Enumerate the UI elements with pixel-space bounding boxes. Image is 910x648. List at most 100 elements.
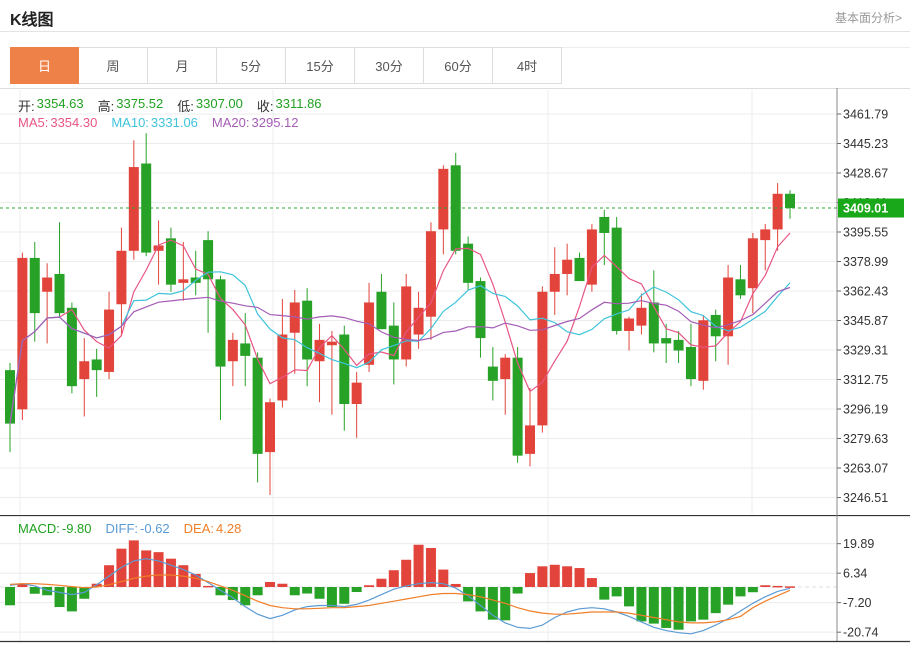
candle-body <box>128 167 139 251</box>
y-axis-tick-label: 3329.31 <box>843 344 888 358</box>
readout-value: 3354.63 <box>36 96 84 111</box>
readout-value: -0.62 <box>140 521 170 536</box>
tab-周[interactable]: 周 <box>79 47 148 84</box>
y-axis-tick-label: 3312.75 <box>843 373 888 387</box>
candle-body <box>314 339 325 362</box>
readout-item: 低: 3307.00 <box>177 96 243 115</box>
macd-bar <box>574 568 585 587</box>
candle-body <box>673 339 684 351</box>
macd-bar <box>735 587 746 597</box>
macd-bar <box>413 544 424 587</box>
chart-area: 3461.793445.233428.673412.113395.553378.… <box>0 88 910 648</box>
y-axis-tick-label: 3362.43 <box>843 285 888 299</box>
macd-bar <box>562 566 573 587</box>
candle-body <box>772 193 783 230</box>
macd-bar <box>66 587 77 612</box>
macd-bar <box>128 540 139 587</box>
macd-chart[interactable]: 19.89 6.34 -7.20 -20.74 <box>0 515 910 648</box>
macd-bar <box>401 559 412 587</box>
macd-bar <box>425 548 436 587</box>
tab-日[interactable]: 日 <box>10 47 79 84</box>
diff-line <box>9 558 791 635</box>
readout-item: MACD: -9.80 <box>18 521 92 536</box>
readout-item: 开: 3354.63 <box>18 96 84 115</box>
candle-body <box>698 320 709 381</box>
candle-body <box>648 302 659 344</box>
tab-60分[interactable]: 60分 <box>424 47 493 84</box>
readout-item: MA10: 3331.06 <box>111 115 198 130</box>
tab-30分[interactable]: 30分 <box>355 47 424 84</box>
candle-body <box>624 318 635 331</box>
macd-bar <box>624 587 635 607</box>
macd-bar <box>227 587 238 601</box>
y-axis-tick-label: 3263.07 <box>843 462 888 476</box>
y-axis-tick-label: 3461.79 <box>843 108 888 122</box>
ohlc-readout: 开: 3354.63 高: 3375.52 低: 3307.00 收: 3311.86 <box>18 96 322 115</box>
macd-bar <box>636 587 647 622</box>
y-axis-tick-label: 3445.23 <box>843 137 888 151</box>
ma20-line <box>9 286 791 424</box>
candle-body <box>91 359 102 371</box>
readout-value: 3375.52 <box>116 96 164 111</box>
macd-bar <box>487 587 498 620</box>
y-axis-tick-label: 3428.67 <box>843 167 888 181</box>
readout-label: 开: <box>18 99 35 114</box>
tab-4时[interactable]: 4时 <box>493 47 562 84</box>
macd-bar <box>549 564 560 587</box>
readout-value: -9.80 <box>61 521 92 536</box>
macd-bar <box>29 587 40 594</box>
readout-value: 3331.06 <box>150 115 198 130</box>
macd-bar <box>190 573 201 587</box>
candle-body <box>599 216 610 233</box>
macd-bar <box>685 587 696 622</box>
tab-月[interactable]: 月 <box>148 47 217 84</box>
candle-body <box>5 370 15 424</box>
candle-body <box>302 300 313 360</box>
candle-body <box>17 257 28 410</box>
macd-bar <box>141 550 152 587</box>
macd-bar <box>586 578 597 587</box>
candle-body <box>326 341 337 346</box>
y-axis-tick-label: 3345.87 <box>843 314 888 328</box>
macd-bar <box>475 587 486 612</box>
candle-body <box>79 361 90 380</box>
candle-body <box>153 245 164 251</box>
candle-body <box>401 286 412 360</box>
macd-bar <box>648 587 659 624</box>
candle-body <box>425 231 436 317</box>
dea-line <box>9 574 791 624</box>
candle-body <box>54 273 65 314</box>
readout-value: 3354.30 <box>50 115 98 130</box>
macd-bar <box>314 587 325 599</box>
macd-bar <box>388 570 399 587</box>
macd-bar <box>537 566 548 587</box>
candle-body <box>289 302 300 333</box>
ma10-line <box>9 271 791 424</box>
candle-body <box>351 382 362 404</box>
macd-bar <box>698 587 709 620</box>
candle-body <box>29 257 40 314</box>
macd-bar <box>723 587 734 605</box>
candle-body <box>574 257 585 282</box>
macd-bar <box>54 587 65 608</box>
macd-bar <box>710 587 721 614</box>
macd-bar <box>673 587 684 630</box>
readout-label: DEA: <box>183 521 215 536</box>
readout-value: 3307.00 <box>195 96 243 111</box>
candle-body <box>785 193 795 209</box>
candle-body <box>723 277 734 337</box>
candle-body <box>413 307 424 335</box>
readout-item: DEA: 4.28 <box>184 521 242 536</box>
tab-5分[interactable]: 5分 <box>217 47 286 84</box>
period-tabbar: 日周月 5分 15分 30分 60分 4时 <box>10 47 562 84</box>
tab-15分[interactable]: 15分 <box>286 47 355 84</box>
candlestick-chart[interactable]: 3461.793445.233428.673412.113395.553378.… <box>0 88 910 515</box>
fundamental-analysis-link[interactable]: 基本面分析> <box>834 11 902 25</box>
macd-bar <box>326 587 337 608</box>
tabbar-tail <box>562 47 910 84</box>
macd-bar <box>351 587 362 593</box>
macd-bar <box>599 587 610 600</box>
macd-bar <box>5 587 15 606</box>
macd-bar <box>265 581 275 587</box>
candle-body <box>339 334 350 404</box>
